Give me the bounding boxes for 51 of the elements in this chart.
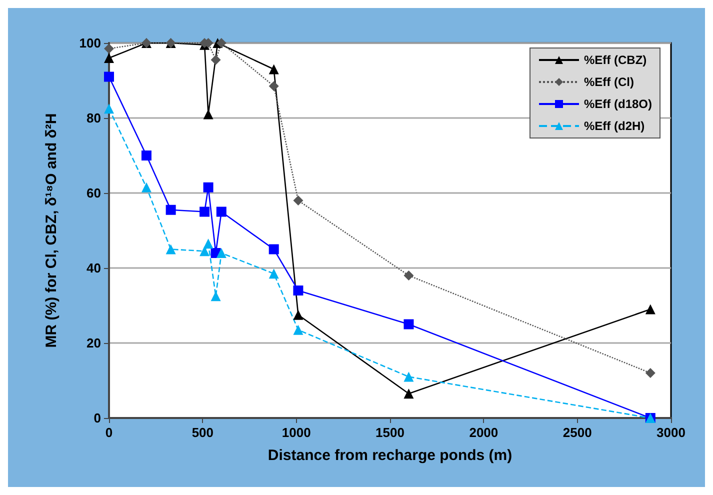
point	[203, 109, 214, 120]
point	[268, 81, 279, 92]
point	[645, 368, 656, 378]
y-tick-label: 80	[86, 110, 101, 126]
point	[141, 150, 152, 160]
y-axis-title: MR (%) for Cl, CBZ, δ¹⁸O and δ²H	[43, 113, 60, 348]
point	[203, 238, 214, 249]
point	[404, 270, 414, 280]
x-axis-title: Distance from recharge ponds (m)	[268, 447, 512, 464]
x-tick-label: 1500	[376, 425, 404, 440]
x-tick-label: 0	[105, 425, 113, 440]
point	[268, 268, 279, 279]
legend-label: %Eff (CBZ)	[584, 53, 647, 67]
x-tick-label: 2000	[469, 425, 498, 440]
legend-label: %Eff (d18O)	[584, 97, 652, 111]
legend-label: %Eff (d2H)	[584, 119, 645, 133]
point	[216, 38, 226, 48]
point	[166, 204, 176, 215]
point	[166, 244, 176, 254]
point	[268, 244, 279, 254]
legend-label: %Eff (Cl)	[584, 75, 634, 89]
point	[216, 206, 226, 217]
point	[404, 319, 414, 330]
y-tick-label: 0	[94, 410, 101, 426]
point	[404, 388, 414, 399]
point	[645, 304, 656, 314]
point	[210, 54, 221, 65]
x-tick-label: 3000	[656, 425, 686, 440]
point	[200, 206, 210, 217]
y-tick-label: 100	[79, 36, 101, 50]
point	[210, 291, 221, 302]
y-tick-label: 20	[86, 336, 101, 350]
point	[104, 44, 114, 54]
point	[293, 310, 304, 320]
point	[141, 182, 152, 192]
point	[293, 286, 304, 296]
point	[216, 248, 226, 258]
point	[104, 53, 114, 63]
x-tick-label: 2500	[562, 425, 592, 440]
y-tick-label: 60	[86, 186, 101, 200]
point	[293, 196, 304, 206]
point	[104, 104, 114, 114]
x-tick-label: 500	[192, 425, 214, 440]
point	[404, 372, 414, 382]
point	[268, 64, 279, 74]
point	[200, 246, 210, 256]
point	[293, 324, 304, 335]
point	[203, 182, 214, 192]
y-tick-label: 40	[86, 260, 101, 276]
x-tick-label: 1000	[282, 425, 311, 440]
point	[104, 72, 114, 82]
